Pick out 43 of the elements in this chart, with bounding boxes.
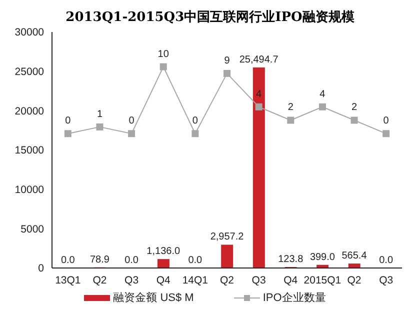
- data-label: 2: [351, 102, 358, 114]
- y-tick-label: 25000: [14, 66, 44, 78]
- data-label: 565.4: [342, 250, 368, 262]
- y-tick-label: 20000: [14, 105, 44, 118]
- legend-label: 融资金额 US$ M: [113, 290, 194, 305]
- data-label: 0: [128, 116, 135, 127]
- data-label: 1: [96, 108, 103, 120]
- x-tick-label: Q2: [347, 274, 362, 286]
- data-label: 399.0: [310, 252, 336, 263]
- x-tick-label: 14Q1: [182, 274, 208, 286]
- x-tick-label: 13Q1: [55, 274, 81, 286]
- data-label: 0.0: [188, 255, 203, 266]
- data-label: 25,494.7: [239, 54, 279, 66]
- y-tick-label: 10000: [14, 184, 44, 196]
- y-tick-label: 0: [38, 262, 44, 275]
- data-label: 4: [320, 88, 326, 100]
- y-tick-label: 30000: [14, 26, 44, 39]
- x-tick-label: Q4: [156, 274, 171, 286]
- chart-title: 2013Q1-2015Q3中国互联网行业IPO融资规模: [64, 9, 356, 26]
- data-label: 0: [192, 116, 198, 127]
- data-label: 0: [65, 116, 72, 127]
- y-tick-label: 5000: [20, 223, 44, 236]
- data-label: 78.9: [90, 254, 110, 266]
- data-label: 1,136.0: [146, 246, 180, 258]
- legend-label: IPO企业数量: [262, 291, 326, 305]
- data-label: 9: [224, 55, 230, 66]
- x-tick-label: Q3: [252, 274, 266, 286]
- x-tick-label: 2015Q1: [304, 274, 342, 286]
- x-tick-label: Q3: [124, 274, 139, 286]
- x-tick-label: Q3: [379, 274, 394, 286]
- data-label: 0: [383, 116, 390, 127]
- x-tick-label: Q2: [220, 274, 234, 286]
- data-label: 0.0: [60, 255, 76, 266]
- data-label: 0.0: [379, 255, 394, 266]
- x-tick-label: Q4: [284, 274, 298, 286]
- data-label: 2: [288, 102, 294, 114]
- data-label: 123.8: [278, 254, 304, 266]
- data-label: 10: [158, 48, 170, 60]
- x-tick-label: Q2: [92, 274, 107, 286]
- data-label: 2,957.2: [210, 232, 244, 243]
- data-label: 4: [256, 88, 262, 100]
- y-tick-label: 15000: [14, 144, 44, 157]
- data-label: 0.0: [124, 255, 139, 266]
